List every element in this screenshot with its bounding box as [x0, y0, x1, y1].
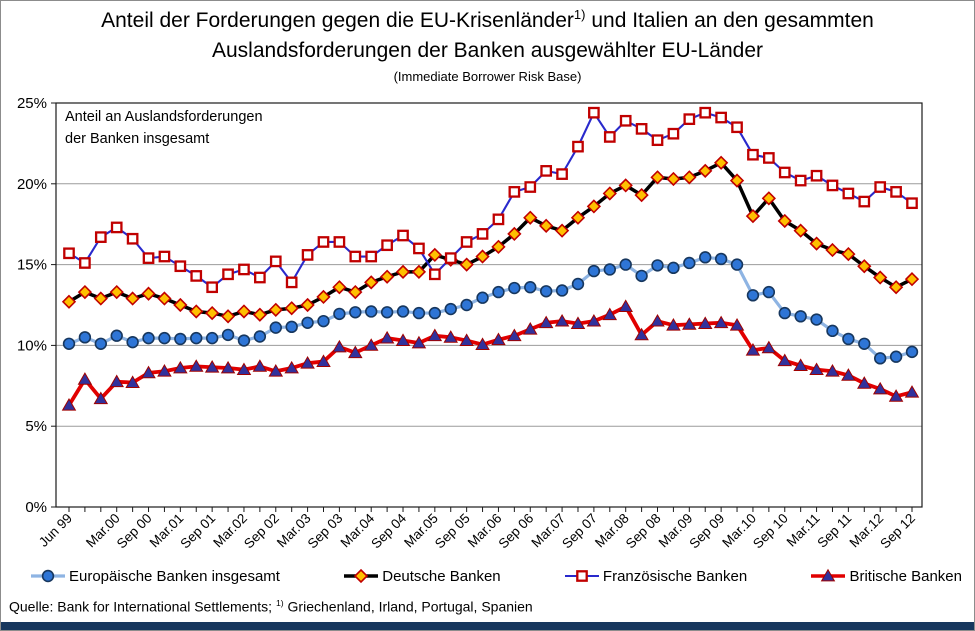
svg-text:25%: 25%: [17, 95, 47, 112]
plot-annotation: Anteil an Auslandsforderungen der Banken…: [65, 109, 263, 147]
svg-text:Sep 11: Sep 11: [814, 511, 854, 551]
chart-title: Anteil der Forderungen gegen die EU-Kris…: [1, 6, 974, 87]
svg-text:Sep 10: Sep 10: [750, 511, 791, 552]
legend-item-britische-banken: Britische Banken: [809, 568, 962, 585]
svg-text:Sep 08: Sep 08: [623, 511, 664, 552]
legend-label: Britische Banken: [849, 567, 962, 585]
svg-text:Sep 06: Sep 06: [496, 511, 537, 552]
svg-text:0%: 0%: [25, 499, 47, 516]
legend-item-franzoesische-banken: Französische Banken: [563, 568, 747, 585]
svg-text:Sep 05: Sep 05: [432, 511, 473, 552]
square-marker-icon: [564, 570, 599, 582]
title-line-2: Auslandsforderungen der Banken ausgewähl…: [211, 39, 764, 63]
legend-label: Europäische Banken insgesamt: [69, 567, 280, 585]
bottom-accent-bar: [1, 622, 974, 630]
legend-label: Deutsche Banken: [382, 567, 501, 585]
svg-text:15%: 15%: [17, 257, 47, 274]
svg-text:Sep 01: Sep 01: [177, 511, 218, 552]
footnote-marker: 1): [573, 7, 586, 22]
title-line-1: Anteil der Forderungen gegen die EU-Kris…: [101, 7, 874, 32]
svg-text:Sep 12: Sep 12: [877, 511, 918, 552]
legend: Europäische Banken insgesamt Deutsche Ba…: [29, 563, 962, 589]
legend-item-europaeische-banken: Europäische Banken insgesamt: [29, 568, 280, 585]
svg-text:10%: 10%: [17, 337, 47, 354]
svg-text:Sep 07: Sep 07: [559, 511, 600, 552]
svg-text:Sep 00: Sep 00: [114, 511, 155, 552]
svg-text:Jun 99: Jun 99: [36, 511, 75, 550]
svg-text:Sep 03: Sep 03: [305, 511, 346, 552]
svg-text:5%: 5%: [25, 418, 47, 435]
circle-marker-icon: [31, 569, 65, 583]
diamond-marker-icon: [344, 568, 379, 584]
svg-text:Sep 09: Sep 09: [686, 511, 727, 552]
svg-text:Sep 04: Sep 04: [368, 510, 409, 551]
svg-text:Sep 02: Sep 02: [241, 511, 282, 552]
triangle-marker-icon: [811, 568, 846, 582]
source-note: Quelle: Bank for International Settlemen…: [9, 598, 533, 615]
footnote-marker: 1): [275, 598, 284, 608]
legend-item-deutsche-banken: Deutsche Banken: [342, 567, 501, 585]
chart-subtitle: (Immediate Borrower Risk Base): [393, 68, 582, 84]
svg-text:20%: 20%: [17, 176, 47, 193]
legend-label: Französische Banken: [602, 567, 748, 585]
